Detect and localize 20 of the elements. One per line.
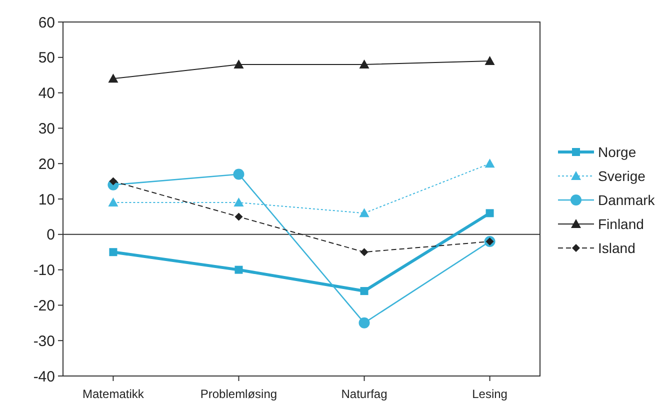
x-tick-label: Problemløsing bbox=[200, 387, 278, 401]
y-tick-label: -40 bbox=[33, 368, 55, 386]
y-tick-label: -30 bbox=[33, 332, 55, 350]
y-tick-label: 40 bbox=[38, 85, 55, 102]
x-tick-label: Lesing bbox=[472, 387, 508, 401]
legend-label: Norge bbox=[598, 144, 636, 160]
y-tick-label: 10 bbox=[38, 191, 55, 208]
y-tick-label: -10 bbox=[33, 262, 55, 280]
y-tick-label: -20 bbox=[33, 297, 55, 314]
x-tick-label: Naturfag bbox=[341, 387, 388, 401]
legend-label: Island bbox=[598, 240, 636, 256]
x-tick-label: Matematikk bbox=[82, 387, 145, 401]
legend-label: Sverige bbox=[598, 168, 646, 184]
y-tick-label: 50 bbox=[38, 50, 55, 67]
y-tick-label: 30 bbox=[38, 120, 55, 138]
legend-label: Danmark bbox=[598, 192, 656, 208]
y-tick-label: 20 bbox=[38, 156, 55, 173]
legend-label: Finland bbox=[598, 216, 644, 232]
y-tick-label: 60 bbox=[38, 14, 55, 32]
y-tick-label: 0 bbox=[46, 226, 55, 244]
